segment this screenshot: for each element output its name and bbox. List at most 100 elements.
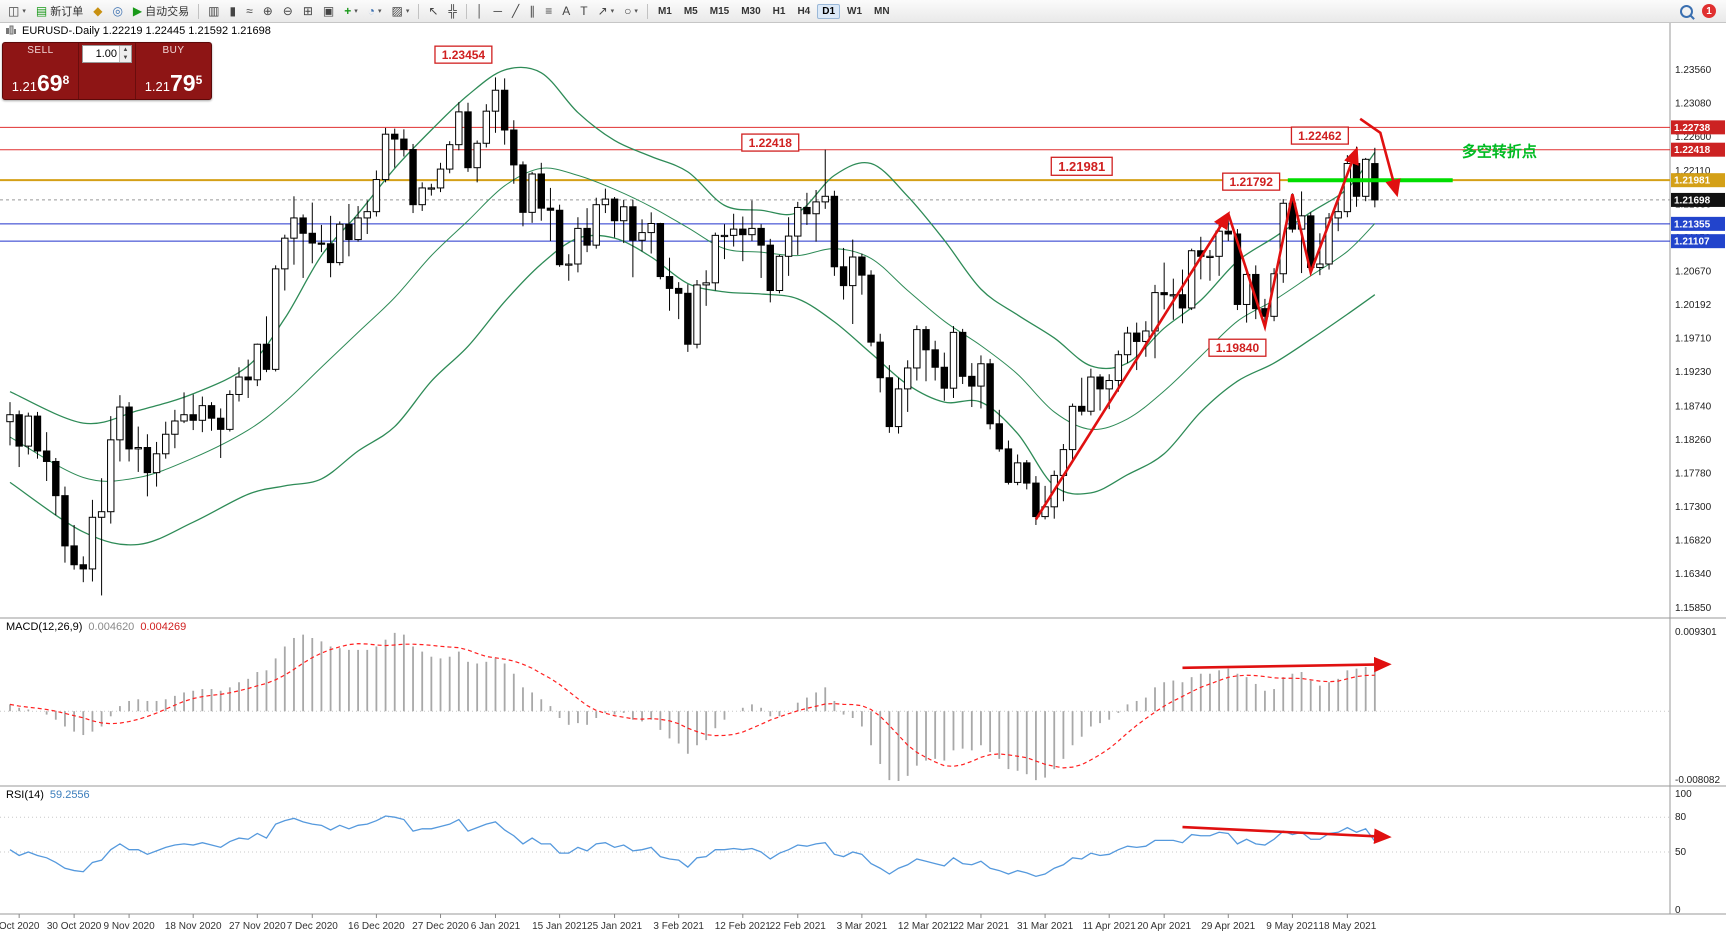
svg-text:27 Nov 2020: 27 Nov 2020	[229, 921, 286, 932]
notification-badge[interactable]: 1	[1702, 4, 1716, 18]
zoom-in-button[interactable]: ⊕	[259, 2, 277, 20]
annotations-layer: 1.23454 1.22418 1.21981 1.22462 1.21792 1.198…	[434, 45, 1537, 845]
svg-text:-0.008082: -0.008082	[1675, 775, 1720, 786]
svg-text:1.21981: 1.21981	[1674, 176, 1711, 187]
candlesticks	[6, 77, 1379, 596]
line-chart-button[interactable]: ≈	[242, 2, 257, 20]
arrange-windows-button[interactable]: ▣	[319, 2, 338, 20]
price-annotation-tag[interactable]: 1.21981	[1050, 156, 1113, 176]
macd-signal-line	[9, 643, 1375, 769]
new-chart-button[interactable]: ◫ ▾	[4, 2, 30, 20]
timeframe-D1[interactable]: D1	[817, 3, 841, 19]
trend-arrow[interactable]	[1182, 656, 1392, 673]
horizontal-line-tool[interactable]: ─	[489, 2, 506, 20]
new-order-button[interactable]: ▤ 新订单	[32, 2, 87, 20]
sell-button[interactable]: SELL 1.21698	[3, 43, 78, 99]
svg-text:100: 100	[1675, 789, 1692, 800]
shapes-tool[interactable]: ○ ▾	[620, 2, 642, 20]
market-button[interactable]: ◎	[108, 2, 126, 20]
sell-price: 1.21698	[11, 70, 70, 96]
candle-chart-button[interactable]: ▮	[226, 2, 241, 20]
bar-chart-button[interactable]: ▥	[204, 2, 223, 20]
timeframe-M5[interactable]: M5	[679, 4, 703, 19]
timeframe-MN[interactable]: MN	[869, 4, 895, 19]
trend-arrow[interactable]	[1182, 825, 1392, 845]
cursor-tool-button[interactable]: ↖	[424, 2, 442, 20]
timeframe-M1[interactable]: M1	[653, 4, 677, 19]
price-annotation-tag[interactable]: 1.19840	[1208, 338, 1267, 357]
timeframe-H1[interactable]: H1	[768, 4, 791, 19]
price-annotation-tag[interactable]: 1.21792	[1222, 172, 1281, 191]
svg-text:27 Dec 2020: 27 Dec 2020	[412, 921, 469, 932]
rsi-indicator	[0, 815, 1670, 878]
autotrading-button[interactable]: ▶ 自动交易	[129, 2, 193, 20]
symbol-chart-icon	[6, 25, 16, 35]
timeframe-H4[interactable]: H4	[792, 4, 815, 19]
trend-arrow[interactable]	[1227, 146, 1359, 332]
svg-text:1.21792: 1.21792	[1229, 175, 1273, 189]
toolbar-separator	[465, 3, 467, 19]
metaeditor-button[interactable]: ◆	[89, 2, 106, 20]
trend-arrow[interactable]	[1034, 211, 1230, 521]
bollinger-upper-band	[9, 66, 1376, 425]
svg-text:1.22462: 1.22462	[1298, 129, 1342, 143]
timeframe-group: M1 M5 M15 M30 H1 H4 D1 W1 MN	[652, 3, 896, 19]
play-icon: ▶	[132, 4, 143, 18]
text-tool[interactable]: A	[558, 2, 574, 20]
price-annotation-tag[interactable]: 1.22418	[741, 133, 800, 152]
svg-text:1.23454: 1.23454	[442, 48, 486, 62]
channel-tool[interactable]: ∥	[525, 2, 539, 20]
svg-text:22 Mar 2021: 22 Mar 2021	[953, 921, 1010, 932]
indicators-button[interactable]: + ▾	[340, 2, 362, 20]
svg-text:1.20192: 1.20192	[1675, 300, 1712, 311]
indicators-icon: +	[344, 4, 352, 18]
panel-frame-layer	[0, 22, 1726, 915]
fibonacci-tool[interactable]: ≡	[541, 2, 556, 20]
trend-arrow[interactable]	[1359, 117, 1401, 198]
toolbar-separator	[198, 3, 200, 19]
timeframe-M30[interactable]: M30	[736, 4, 765, 19]
axis-price-tag: 1.22738	[1671, 120, 1725, 135]
text-icon: A	[562, 4, 571, 18]
buy-button[interactable]: BUY 1.21795	[136, 43, 211, 99]
svg-text:1.21107: 1.21107	[1674, 237, 1710, 248]
lot-decrease-button[interactable]: ▼	[120, 54, 131, 62]
vertical-line-tool[interactable]: │	[472, 2, 488, 20]
tile-windows-button[interactable]: ⊞	[299, 2, 317, 20]
svg-text:0: 0	[1675, 905, 1681, 916]
price-annotation-tag[interactable]: 1.23454	[434, 45, 493, 64]
svg-text:15 Jan 2021: 15 Jan 2021	[532, 921, 587, 932]
timeframe-W1[interactable]: W1	[842, 4, 867, 19]
price-annotation-tag[interactable]: 1.22462	[1290, 126, 1349, 145]
lot-increase-button[interactable]: ▲	[120, 46, 131, 54]
chart-canvas[interactable]: 0.009301 -0.008082 100 80 50 0 1.23560 1.23080 1…	[0, 22, 1726, 943]
metaeditor-icon: ◆	[93, 4, 103, 18]
time-axis[interactable]: Oct 2020 30 Oct 2020 9 Nov 2020 18 Nov 2020…	[0, 914, 1377, 932]
price-axis[interactable]: 0.009301 -0.008082 100 80 50 0 1.23560 1.23080 1…	[1671, 65, 1725, 916]
trendline-tool[interactable]: ╱	[508, 2, 523, 20]
lot-size-input[interactable]	[83, 46, 119, 62]
svg-text:1.15850: 1.15850	[1675, 603, 1712, 614]
zoom-out-icon: ⊖	[282, 4, 293, 18]
svg-text:1.21981: 1.21981	[1058, 159, 1105, 174]
svg-text:12 Mar 2021: 12 Mar 2021	[898, 921, 955, 932]
svg-text:20 Apr 2021: 20 Apr 2021	[1137, 921, 1191, 932]
svg-text:3 Mar 2021: 3 Mar 2021	[837, 921, 888, 932]
vertical-line-icon: │	[475, 4, 484, 18]
timeframe-M15[interactable]: M15	[705, 4, 734, 19]
crosshair-tool-button[interactable]: ╬	[444, 2, 461, 20]
chart-window[interactable]: 0.009301 -0.008082 100 80 50 0 1.23560 1.23080 1…	[0, 22, 1726, 943]
zoom-out-button[interactable]: ⊖	[279, 2, 297, 20]
label-tool[interactable]: T	[576, 2, 591, 20]
svg-text:29 Apr 2021: 29 Apr 2021	[1201, 921, 1255, 932]
arrows-tool[interactable]: ↗ ▾	[594, 2, 619, 20]
toolbar-separator	[418, 3, 420, 19]
svg-text:7 Dec 2020: 7 Dec 2020	[287, 921, 339, 932]
chevron-down-icon: ▾	[22, 8, 26, 15]
svg-text:1.18740: 1.18740	[1675, 401, 1712, 412]
svg-text:1.23560: 1.23560	[1675, 65, 1712, 76]
svg-text:1.17300: 1.17300	[1675, 502, 1712, 513]
periods-button[interactable]: ◔ ▾	[364, 2, 386, 20]
templates-button[interactable]: ▨ ▾	[388, 2, 414, 20]
search-icon[interactable]	[1680, 4, 1693, 18]
